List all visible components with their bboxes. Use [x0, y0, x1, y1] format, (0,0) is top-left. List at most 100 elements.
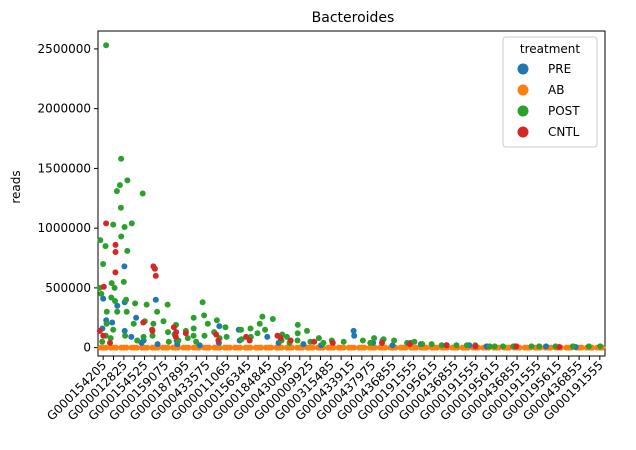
data-point [242, 344, 249, 351]
data-point [103, 220, 110, 227]
data-point [123, 344, 130, 351]
data-point [356, 344, 363, 351]
data-point [100, 295, 107, 302]
data-point [491, 343, 498, 350]
data-point [252, 344, 259, 351]
data-point [182, 330, 189, 337]
data-point [165, 329, 171, 336]
data-point [97, 237, 104, 244]
data-point [294, 344, 301, 351]
data-point [110, 326, 117, 333]
data-point [283, 333, 290, 340]
data-point [329, 339, 336, 346]
data-point [118, 344, 125, 351]
data-point [206, 344, 213, 351]
data-point [223, 333, 230, 340]
data-point [150, 320, 157, 327]
data-point [254, 330, 261, 337]
data-point [118, 155, 125, 162]
data-point [238, 336, 245, 343]
data-point [184, 335, 191, 342]
data-point [419, 341, 426, 348]
series-cntl [96, 220, 563, 350]
data-point [283, 344, 290, 351]
legend-title: treatment [520, 42, 580, 56]
data-point [226, 344, 233, 351]
data-point [335, 344, 342, 351]
data-point [289, 344, 295, 351]
data-point [128, 220, 135, 227]
data-point [330, 344, 337, 351]
data-point [108, 280, 115, 287]
data-point [160, 318, 167, 325]
y-tick-label: 2500000 [38, 42, 91, 56]
data-point [556, 344, 563, 350]
data-point [350, 327, 357, 334]
data-point [140, 319, 147, 326]
data-point [204, 320, 211, 327]
data-point [320, 339, 327, 346]
data-point [170, 324, 177, 331]
legend: treatment PRE AB POST CNTL [502, 36, 598, 148]
data-point [201, 344, 208, 351]
data-point [300, 341, 307, 348]
data-point [528, 343, 535, 350]
data-point [114, 302, 121, 309]
data-point [211, 344, 218, 351]
data-point [277, 335, 284, 342]
data-point [116, 182, 123, 189]
data-point [578, 344, 585, 351]
data-point [139, 344, 145, 351]
data-point [102, 344, 109, 351]
data-point [149, 327, 156, 334]
data-point [107, 335, 114, 342]
data-point [103, 320, 110, 327]
data-point [366, 344, 373, 351]
data-point [112, 241, 119, 248]
data-point [144, 344, 151, 351]
data-point [164, 301, 171, 308]
data-point [269, 316, 276, 322]
data-point [114, 308, 121, 315]
legend-marker [517, 63, 529, 75]
data-point [121, 327, 128, 334]
data-point [149, 344, 156, 351]
data-point [294, 330, 301, 337]
data-point [351, 344, 358, 351]
data-point [112, 269, 119, 276]
data-point [259, 313, 266, 320]
data-point [122, 332, 129, 339]
data-point [199, 299, 206, 306]
data-point [463, 342, 470, 349]
data-point [536, 343, 543, 350]
data-point [213, 331, 220, 338]
data-point [100, 332, 107, 339]
data-point [232, 344, 239, 351]
series-pre [99, 263, 579, 350]
data-point [315, 335, 322, 342]
data-point [371, 344, 378, 351]
data-point [103, 308, 110, 315]
data-point [563, 344, 570, 351]
data-point [112, 249, 119, 255]
data-point [263, 344, 270, 351]
data-point [107, 344, 114, 351]
data-point [124, 177, 131, 184]
legend-label: CNTL [548, 125, 580, 139]
series-post [96, 42, 604, 350]
data-point [406, 341, 413, 348]
data-point [130, 320, 137, 327]
data-point [361, 344, 368, 351]
data-point [238, 326, 245, 333]
chart-title: Bacteroides [312, 10, 395, 26]
data-point [112, 298, 118, 304]
data-point [371, 335, 378, 342]
data-point [128, 333, 135, 340]
data-point [97, 344, 104, 351]
data-point [180, 344, 187, 351]
data-point [151, 265, 158, 272]
data-point [120, 278, 127, 285]
data-point [262, 326, 269, 333]
data-point [123, 296, 130, 303]
data-point [359, 337, 366, 344]
